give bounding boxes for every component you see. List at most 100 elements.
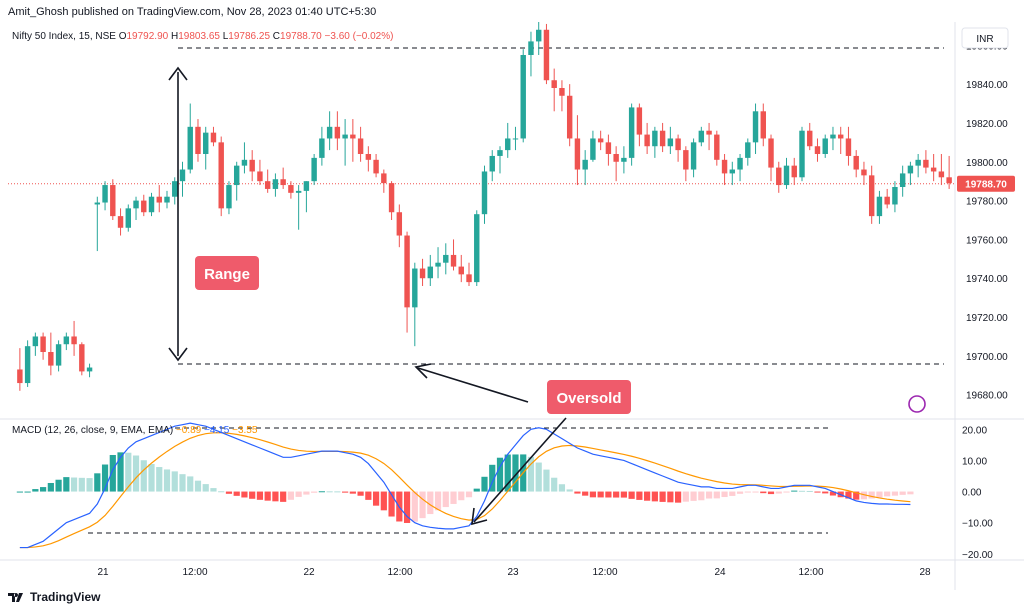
macd-histogram-bar xyxy=(597,491,604,498)
macd-histogram-bar xyxy=(357,491,364,496)
macd-histogram-bar xyxy=(55,479,62,492)
macd-histogram-bar xyxy=(891,491,899,496)
candle-body xyxy=(203,132,209,154)
macd-histogram-bar xyxy=(117,452,124,492)
chart-canvas[interactable]: 19680.00 19700.00 19720.00 19740.00 19760.00… xyxy=(0,0,1024,590)
macd-tick-label: 0.00 xyxy=(962,488,982,499)
candle-body xyxy=(334,126,341,139)
candle-body xyxy=(830,134,836,139)
candle-body xyxy=(807,130,813,147)
macd-histogram-bar xyxy=(884,491,891,497)
time-tick-label: 28 xyxy=(919,567,931,578)
macd-histogram-bar xyxy=(876,491,883,498)
candle-body xyxy=(729,169,736,174)
candle-body xyxy=(48,352,54,366)
candle-body xyxy=(295,190,302,193)
macd-histogram-bar xyxy=(644,491,651,501)
candle-body xyxy=(350,134,356,139)
macd-histogram-bar xyxy=(132,455,140,492)
candle-body xyxy=(412,268,418,308)
macd-histogram-bar xyxy=(202,484,209,492)
candle-body xyxy=(481,171,488,215)
candle-body xyxy=(652,130,658,147)
range-label-box xyxy=(195,256,259,290)
macd-histogram-bar xyxy=(736,491,744,494)
macd-histogram-bar xyxy=(481,476,488,492)
macd-histogram-bar xyxy=(272,491,279,502)
ohlc-key: O xyxy=(119,31,127,42)
oversold-arrow-price-head xyxy=(414,363,432,379)
macd-histogram-bar xyxy=(713,491,720,499)
macd-histogram-bar xyxy=(582,491,589,496)
candle-body xyxy=(899,173,906,187)
macd-histogram-bar xyxy=(589,491,597,498)
macd-histogram-bar xyxy=(636,491,643,500)
candle-body xyxy=(520,55,526,139)
macd-histogram-bar xyxy=(682,491,689,502)
tv-watermark-icon xyxy=(908,395,926,413)
macd-tick-label: 10.00 xyxy=(962,456,987,467)
macd-histogram-bar xyxy=(295,491,302,497)
macd-histogram-bar xyxy=(109,454,116,492)
candle-body xyxy=(179,169,186,182)
macd-tick-label: −10.00 xyxy=(962,519,993,530)
candle-body xyxy=(636,107,643,135)
macd-histogram-bar xyxy=(504,454,511,492)
time-tick-label: 24 xyxy=(714,567,726,578)
candle-body xyxy=(799,130,805,178)
range-label: Range xyxy=(204,266,250,283)
candle-body xyxy=(241,159,248,166)
candle-body xyxy=(644,134,650,147)
candle-body xyxy=(55,344,62,366)
candle-body xyxy=(814,146,821,154)
candle-body xyxy=(24,346,31,384)
macd-histogram-bar xyxy=(705,491,713,499)
macd-histogram-bar xyxy=(380,491,387,511)
macd-value: −0.89 xyxy=(176,425,204,436)
candle-body xyxy=(675,138,681,151)
macd-histogram-bar xyxy=(806,490,813,492)
candle-body xyxy=(319,138,325,158)
candle-body xyxy=(838,134,844,139)
macd-histogram-bar xyxy=(698,491,705,501)
macd-histogram-bar xyxy=(342,491,349,493)
candle-body xyxy=(381,173,387,184)
candle-body xyxy=(628,107,635,158)
time-tick-label: 12:00 xyxy=(592,567,617,578)
price-tick-label: 19720.00 xyxy=(966,313,1008,324)
candle-body xyxy=(721,159,728,174)
candle-body xyxy=(466,274,472,283)
candle-body xyxy=(613,154,619,162)
candle-body xyxy=(249,159,255,172)
candle-body xyxy=(117,216,124,228)
candle-body xyxy=(946,177,952,184)
candle-body xyxy=(32,336,39,347)
macd-tick-label: 20.00 xyxy=(962,425,987,436)
macd-histogram-bar xyxy=(194,480,202,492)
last-price-label: 19788.70 xyxy=(965,180,1007,191)
ohlc-key: C xyxy=(273,31,280,42)
macd-histogram-bar xyxy=(899,491,906,495)
price-tick-label: 19800.00 xyxy=(966,158,1008,169)
macd-histogram-bar xyxy=(249,491,256,499)
macd-histogram-bar xyxy=(280,491,287,502)
macd-histogram-bar xyxy=(78,477,85,492)
macd-histogram-bar xyxy=(241,491,248,498)
macd-histogram-bar xyxy=(210,488,217,492)
candle-body xyxy=(218,142,224,209)
time-tick-label: 23 xyxy=(507,567,519,578)
macd-histogram-bar xyxy=(365,491,372,500)
macd-histogram-bar xyxy=(349,491,356,494)
candle-body xyxy=(845,138,852,156)
macd-histogram-bar xyxy=(427,491,434,515)
ohlc-value: 19792.90 xyxy=(127,31,172,42)
macd-histogram-bar xyxy=(674,491,682,503)
macd-histogram-bar xyxy=(845,491,852,499)
candle-body xyxy=(17,369,23,384)
candle-body xyxy=(605,142,612,154)
candle-body xyxy=(102,185,108,203)
candle-body xyxy=(659,130,666,147)
macd-histogram-bar xyxy=(403,491,411,523)
range-arrow-head-down xyxy=(168,347,188,362)
candle-body xyxy=(233,165,240,186)
